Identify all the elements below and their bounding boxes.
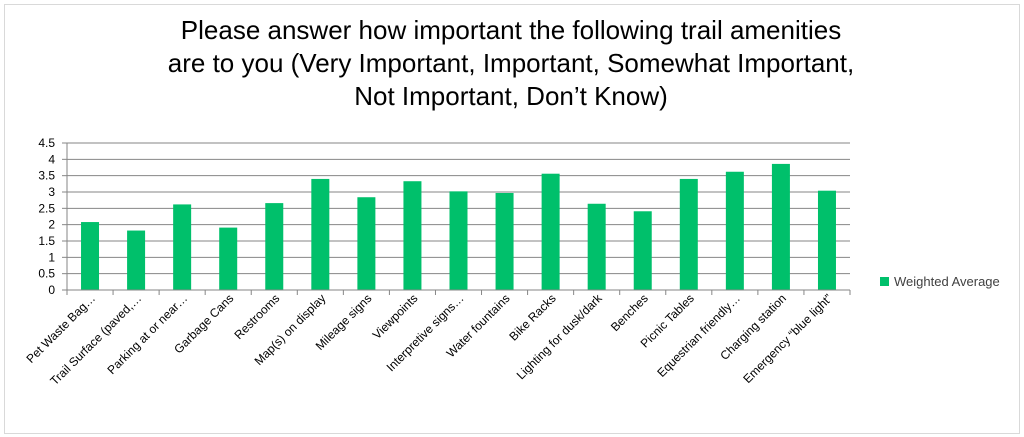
bar [771, 163, 790, 290]
y-tick-label: 4.5 [38, 136, 55, 150]
x-tick-label: Interpretive signs… [384, 291, 467, 374]
x-tick-label: Lighting for dusk/dark [514, 291, 606, 383]
y-tick-label: 0.5 [38, 267, 55, 281]
chart-title-line-1: Please answer how important the followin… [180, 15, 842, 45]
x-tick-label: Parking at or near… [104, 291, 190, 377]
bar [311, 178, 330, 290]
legend-swatch [880, 277, 889, 286]
bar [265, 203, 284, 290]
bar [81, 222, 100, 290]
bar [541, 173, 560, 290]
axes [66, 143, 851, 295]
legend: Weighted Average [880, 274, 1000, 289]
y-tick-label: 2 [48, 218, 55, 232]
bar [817, 190, 836, 290]
chart-title-line-2: are to you (Very Important, Important, S… [167, 48, 855, 78]
bar [173, 204, 192, 290]
y-tick-label: 3 [48, 185, 55, 199]
x-tick-label: Equestrian friendly… [654, 291, 743, 380]
bar [633, 211, 652, 290]
chart-title: Please answer how important the followin… [4, 14, 1018, 113]
bar [587, 203, 606, 290]
y-axis-tick-labels: 0 0.5 1 1.5 2 2.5 3 3.5 4 4.5 [38, 136, 67, 297]
chart-title-line-3: Not Important, Don’t Know) [354, 81, 668, 111]
legend-label: Weighted Average [894, 274, 1000, 289]
x-tick-label: Trail Surface (paved,… [47, 291, 144, 388]
x-tick-label: Benches [608, 291, 651, 334]
y-tick-label: 0 [48, 283, 55, 297]
bar [127, 230, 146, 290]
bar [725, 171, 744, 290]
bar [495, 192, 514, 290]
bar [403, 181, 422, 290]
bar [219, 227, 238, 290]
bar [357, 197, 376, 290]
y-tick-label: 1.5 [38, 234, 55, 248]
x-tick-label: Emergency “blue light” [740, 291, 835, 386]
bars [81, 163, 836, 290]
y-tick-label: 3.5 [38, 169, 55, 183]
y-tick-label: 4 [48, 152, 55, 166]
bar [449, 191, 468, 290]
y-tick-label: 1 [48, 250, 55, 264]
y-tick-label: 2.5 [38, 201, 55, 215]
bar [679, 178, 698, 290]
x-axis-tick-labels: Pet Waste Bag…Trail Surface (paved,…Park… [23, 291, 835, 389]
